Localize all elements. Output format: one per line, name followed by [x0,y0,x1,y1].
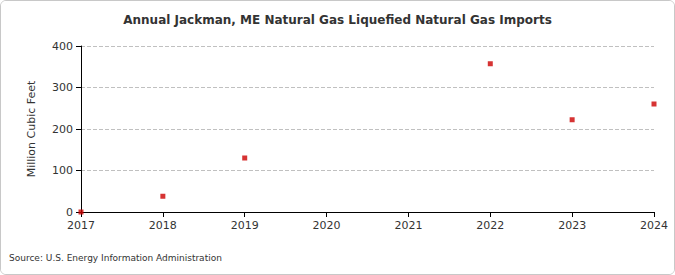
svg-text:2023: 2023 [558,219,586,232]
svg-text:2018: 2018 [149,219,177,232]
svg-text:2017: 2017 [67,219,95,232]
svg-text:0: 0 [66,206,73,219]
svg-text:Million Cubic Feet: Million Cubic Feet [25,80,38,177]
svg-text:300: 300 [52,81,73,94]
svg-text:200: 200 [52,123,73,136]
svg-text:2022: 2022 [476,219,504,232]
svg-text:2024: 2024 [640,219,668,232]
svg-text:2019: 2019 [231,219,259,232]
svg-text:2020: 2020 [313,219,341,232]
svg-text:Annual Jackman, ME Natural Gas: Annual Jackman, ME Natural Gas Liquefied… [123,13,552,27]
svg-text:Source: U.S. Energy Informatio: Source: U.S. Energy Information Administ… [9,253,222,263]
svg-text:400: 400 [52,40,73,53]
svg-text:2021: 2021 [394,219,422,232]
svg-text:100: 100 [52,164,73,177]
